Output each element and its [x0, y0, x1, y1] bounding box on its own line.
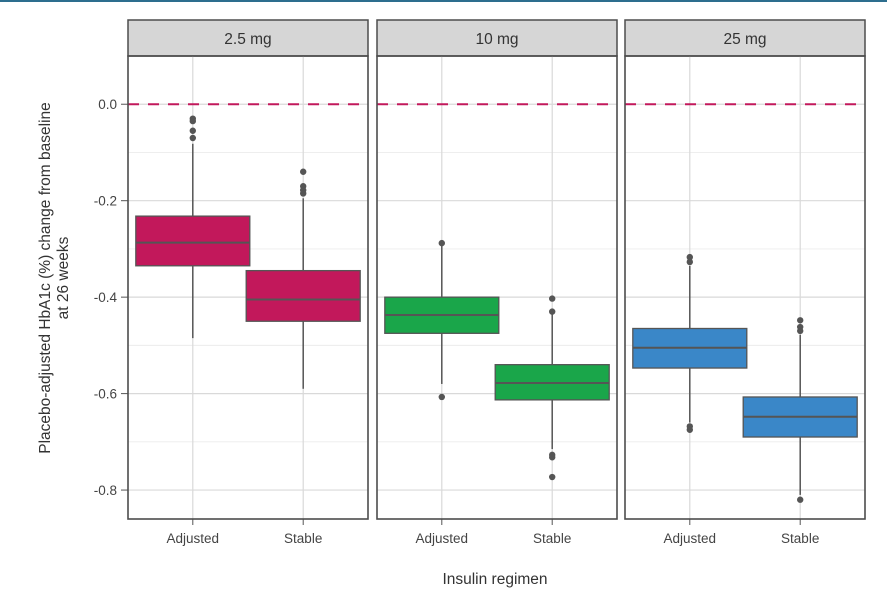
box-adjusted [632, 253, 748, 433]
panel-border [376, 55, 618, 520]
panel-border [127, 55, 369, 520]
facet-strip [127, 19, 369, 57]
facet-panel: 25 mg Adjusted Stable [624, 19, 866, 546]
outlier-point [686, 258, 693, 266]
facet-panel: 2.5 mg Adjusted Stable [127, 19, 369, 546]
outlier-point [300, 190, 307, 197]
x-tick-label: Stable [533, 531, 571, 546]
x-axis-label: Insulin regimen [442, 571, 547, 588]
facet-strip-label: 10 mg [475, 31, 518, 48]
top-accent-line [0, 0, 887, 2]
y-tick-label: -0.2 [94, 194, 117, 209]
outlier-point [438, 393, 445, 401]
y-tick-label: 0.0 [98, 97, 117, 112]
y-axis-label-line2: at 26 weeks [55, 236, 72, 319]
outlier-point [549, 473, 556, 481]
y-tick-label: -0.4 [94, 290, 118, 305]
panel-border [624, 55, 866, 520]
box-iqr [135, 215, 251, 267]
y-tick-label: -0.6 [94, 387, 117, 402]
y-axis: 0.0 -0.2 -0.4 -0.6 -0.8 [94, 97, 128, 498]
outlier-point [686, 426, 693, 433]
facet-panel: 10 mg Adjusted Stable [376, 19, 618, 546]
outlier-point [797, 317, 804, 324]
x-tick-label: Adjusted [416, 531, 469, 546]
outlier-point [686, 253, 693, 261]
box-stable [494, 295, 610, 481]
y-axis-label-line1: Placebo-adjusted HbA1c (%) change from b… [37, 102, 54, 454]
box-stable [245, 168, 361, 389]
outlier-point [300, 168, 307, 175]
outlier-point [797, 496, 804, 503]
outlier-point [189, 134, 196, 142]
outlier-point [438, 239, 445, 247]
facet-strip-label: 2.5 mg [224, 31, 271, 48]
box-stable [742, 317, 858, 503]
outlier-point [549, 308, 556, 315]
box-adjusted [384, 239, 500, 401]
outlier-point [549, 454, 556, 461]
outlier-point [549, 295, 556, 302]
outlier-point [189, 117, 196, 125]
x-tick-label: Stable [284, 531, 322, 546]
x-tick-label: Adjusted [167, 531, 220, 546]
facet-strip-label: 25 mg [723, 31, 766, 48]
outlier-point [189, 127, 196, 134]
y-tick-label: -0.8 [94, 483, 117, 498]
x-tick-label: Stable [781, 531, 819, 546]
x-tick-label: Adjusted [664, 531, 717, 546]
box-adjusted [135, 115, 251, 339]
outlier-point [797, 327, 804, 335]
facet-strip [376, 19, 618, 57]
box-iqr [245, 269, 361, 322]
